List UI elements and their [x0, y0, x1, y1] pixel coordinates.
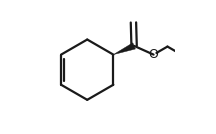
Polygon shape — [113, 43, 135, 55]
Text: O: O — [149, 48, 159, 61]
